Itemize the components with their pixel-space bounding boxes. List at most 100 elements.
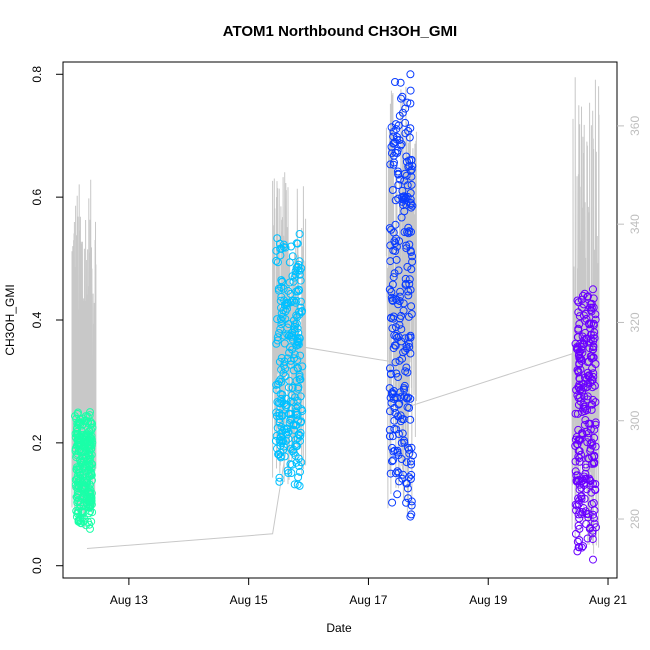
data-point [407,460,416,469]
data-point [396,78,405,87]
data-point [389,344,398,353]
data-point [403,262,412,271]
data-point [589,294,598,303]
data-point [294,328,303,337]
data-point [275,418,284,427]
x-tick-label: Aug 15 [230,593,268,607]
data-point [71,475,80,484]
data-point [296,467,304,476]
data-point [390,139,399,148]
data-point [583,534,592,543]
data-point [584,379,593,388]
data-point [406,394,415,403]
data-point [392,331,401,340]
data-point [403,98,412,107]
data-point [296,375,305,384]
data-point [403,228,412,237]
data-point [293,262,302,271]
y2-tick-label: 360 [628,116,642,136]
y-tick-label: 0.6 [30,188,44,205]
data-point [405,240,414,249]
data-point [86,408,94,417]
data-point [286,360,295,369]
data-point [290,350,299,359]
data-point [402,157,411,166]
data-point [405,445,413,454]
data-point [85,472,94,481]
data-point [578,508,587,517]
data-point [82,452,91,461]
data-point [392,242,401,251]
data-point [292,407,300,416]
data-point [394,169,403,178]
data-point [288,447,297,455]
y2-tick-label: 300 [628,410,642,430]
y-tick-label: 0.0 [30,557,44,574]
data-point [587,319,596,328]
data-point [294,431,303,440]
data-point [295,230,304,238]
data-point [291,320,299,329]
data-point [404,312,413,321]
data-point [404,473,413,482]
data-point [589,555,597,564]
data-point [386,369,395,378]
data-point [78,507,87,516]
data-point [575,524,584,533]
data-point [398,429,407,438]
data-point [590,433,599,442]
data-point [393,149,402,157]
data-point [572,432,581,441]
data-point [399,306,408,315]
data-point [86,485,95,494]
data-point [280,357,289,366]
data-point [398,92,407,101]
data-point [583,438,592,447]
data-point [273,423,282,432]
data-point [277,437,286,445]
data-point [575,436,584,445]
flight-trace [272,172,307,485]
data-point [397,94,405,103]
data-point [295,286,304,295]
data-point [397,337,406,346]
data-point [279,243,288,252]
data-point [406,246,415,255]
data-point [85,498,94,506]
data-point [404,339,413,348]
data-point [404,223,413,232]
data-point [399,201,408,210]
data-point [388,443,397,452]
data-point [295,257,304,266]
data-point [274,284,283,293]
data-point [387,123,396,132]
data-point [394,468,403,477]
data-point [580,421,589,429]
data-point [587,303,596,312]
data-point [395,320,404,329]
data-point [396,175,405,184]
data-point [277,292,286,301]
data-point [389,447,398,456]
data-point [386,257,395,266]
data-point [397,325,406,334]
data-point [288,252,297,261]
data-point [78,452,87,461]
data-point [390,269,399,278]
data-point [287,332,296,341]
data-point [401,280,410,289]
data-point [79,457,88,466]
data-point [87,419,96,428]
data-point [591,442,600,451]
data-point [394,373,402,381]
data-point [86,524,94,533]
data-point [71,412,79,421]
data-point [391,358,400,367]
data-point [586,419,595,428]
data-point [401,129,410,138]
data-point [582,474,591,483]
data-point [288,345,297,354]
x-tick-label: Aug 17 [349,593,387,607]
data-point [81,443,89,452]
